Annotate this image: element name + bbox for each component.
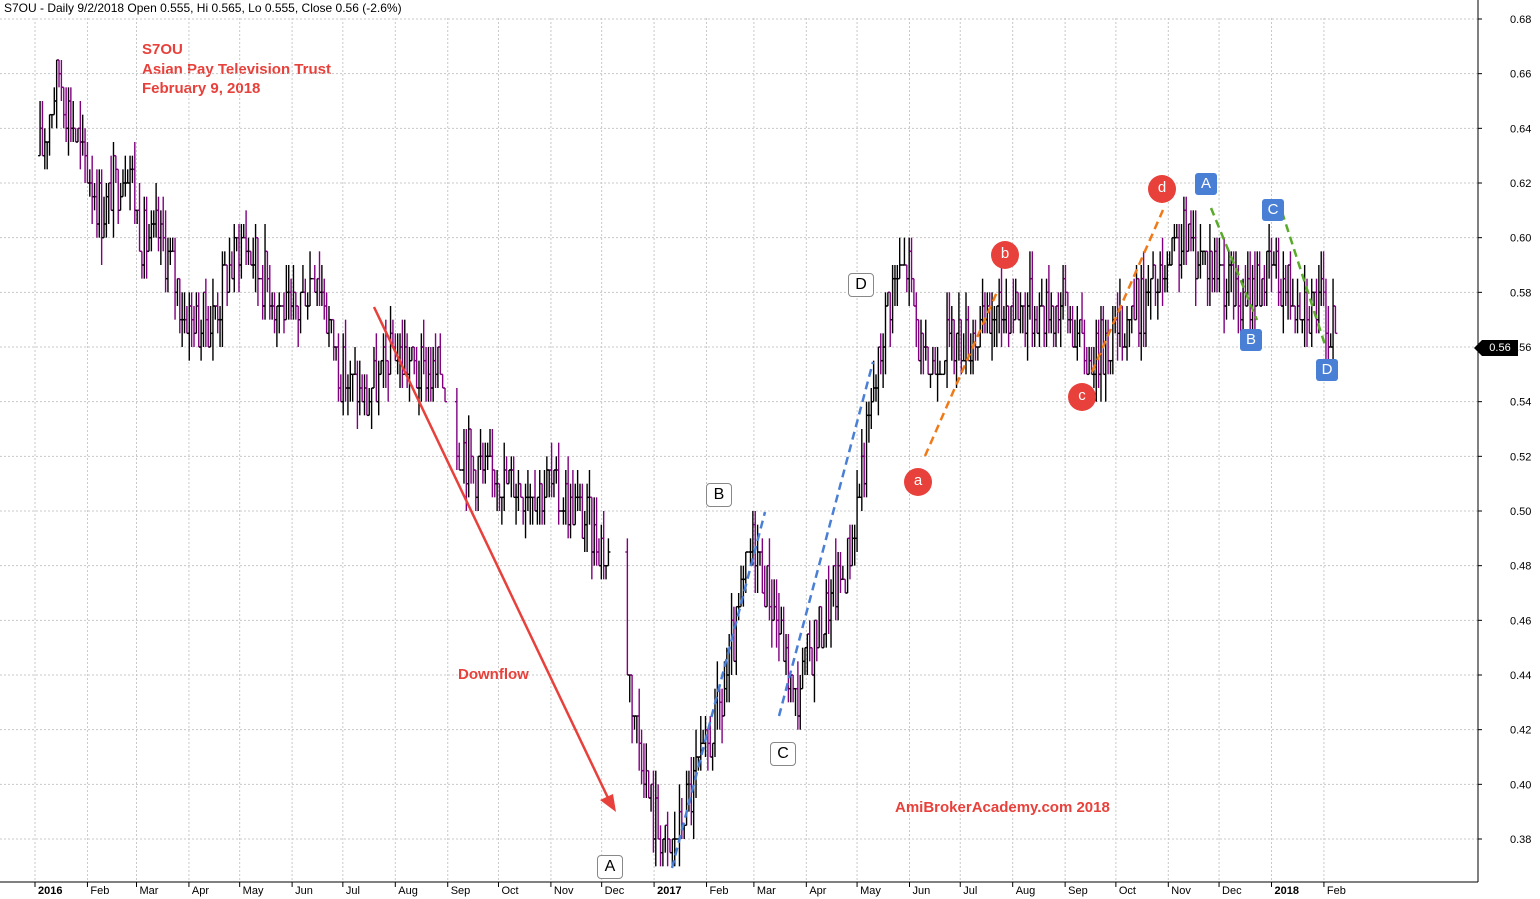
y-tick-label: 0.64 [1510,123,1531,135]
brand-label: AmiBrokerAcademy.com 2018 [895,799,1110,816]
wave-label-B: B [706,483,732,507]
x-tick-label: Jun [913,885,931,897]
trend-line-orange-cd [1090,209,1165,373]
trend-line-green-cd [1280,211,1328,349]
trend-line-blue-cd [777,361,875,717]
wave-label-c: c [1068,383,1096,411]
y-tick-label: 0.52 [1510,451,1531,463]
x-tick-label: Mar [139,885,158,897]
y-tick-label: 0.46 [1510,615,1531,627]
x-tick-label: Oct [501,885,518,897]
x-tick-label: Jun [295,885,313,897]
y-tick-label: 0.38 [1510,834,1531,846]
x-tick-label: 2016 [38,885,62,897]
x-tick-label: Oct [1119,885,1136,897]
x-tick-label: Apr [192,885,209,897]
y-tick-label: 0.48 [1510,561,1531,573]
wave-label-blue-B: B [1240,329,1262,351]
title-symbol: S7OU [142,41,183,58]
x-tick-label: Sep [1068,885,1088,897]
x-tick-label: Feb [90,885,109,897]
x-tick-label: Sep [451,885,471,897]
wave-label-A: A [597,855,623,879]
x-tick-label: Jul [346,885,360,897]
y-tick-label: 0.50 [1510,506,1531,518]
y-tick-label: 0.60 [1510,233,1531,245]
x-tick-label: 2018 [1274,885,1298,897]
wave-label-blue-A: A [1195,173,1217,195]
trend-line-blue-ab [670,511,767,869]
x-tick-label: Nov [554,885,574,897]
x-tick-label: Dec [1222,885,1242,897]
x-tick-label: Feb [710,885,729,897]
wave-label-D: D [848,273,874,297]
wave-label-blue-C: C [1262,199,1284,221]
y-tick-label: 0.44 [1510,670,1531,682]
chart-header: S7OU - Daily 9/2/2018 Open 0.555, Hi 0.5… [4,1,402,15]
x-tick-label: Aug [1016,885,1036,897]
downflow-arrow-head [600,794,616,812]
wave-label-b: b [991,241,1019,269]
wave-label-d: d [1148,175,1176,203]
y-tick-label: 0.66 [1510,69,1531,81]
wave-label-blue-D: D [1316,359,1338,381]
x-tick-label: Nov [1171,885,1191,897]
y-tick-label: 0.40 [1510,779,1531,791]
x-tick-label: Apr [809,885,826,897]
y-tick-label: 0.58 [1510,287,1531,299]
last-price-tag: 0.56 [1474,340,1518,356]
x-tick-label: Feb [1327,885,1346,897]
x-tick-label: Dec [605,885,625,897]
trend-line-orange-ab [923,291,999,457]
trend-line-green-ab [1209,207,1259,321]
title-date: February 9, 2018 [142,80,261,97]
x-tick-label: Mar [757,885,776,897]
x-tick-label: Aug [398,885,418,897]
y-tick-label: 0.54 [1510,397,1531,409]
y-tick-label: 0.62 [1510,178,1531,190]
downflow-arrow [372,306,611,801]
wave-label-a: a [904,468,932,496]
y-tick-label: 0.42 [1510,725,1531,737]
y-tick-label: 0.68 [1510,14,1531,26]
x-tick-label: May [243,885,264,897]
x-tick-label: 2017 [657,885,681,897]
downflow-label: Downflow [458,666,529,683]
wave-label-C: C [770,742,796,766]
x-tick-label: May [860,885,881,897]
x-tick-label: Jul [963,885,977,897]
